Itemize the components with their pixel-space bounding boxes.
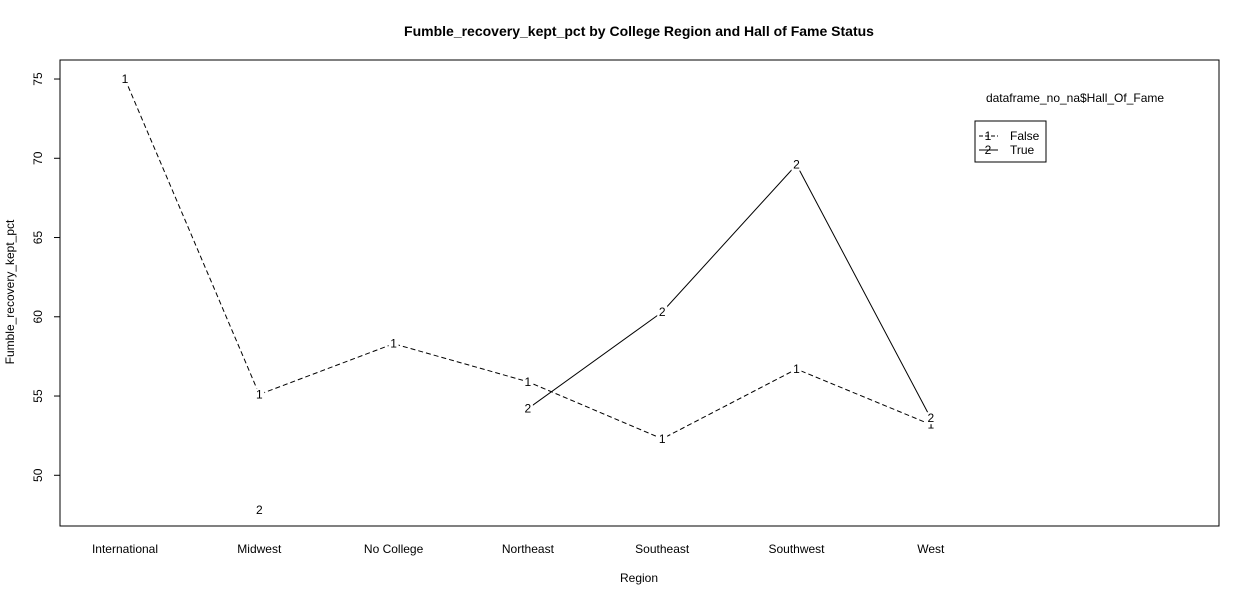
x-tick-label: No College xyxy=(364,542,424,556)
point-background xyxy=(657,432,668,445)
point-background xyxy=(657,306,668,319)
point-background xyxy=(388,337,399,350)
y-tick-label: 75 xyxy=(31,72,45,86)
y-tick-label: 70 xyxy=(31,151,45,165)
y-tick-label: 65 xyxy=(31,231,45,245)
data-point-false: 1 xyxy=(659,432,666,446)
x-axis-label: Region xyxy=(620,571,658,585)
point-background xyxy=(791,363,802,376)
data-point-false: 1 xyxy=(793,362,800,376)
point-background xyxy=(925,412,936,425)
legend-title: dataframe_no_na$Hall_Of_Fame xyxy=(986,91,1164,105)
x-tick-label: Northeast xyxy=(502,542,555,556)
point-background xyxy=(522,375,533,388)
legend: dataframe_no_na$Hall_Of_Fame 1 False 2 True xyxy=(974,91,1164,163)
point-background xyxy=(254,504,265,517)
x-tick-label: West xyxy=(917,542,945,556)
data-point-true: 2 xyxy=(525,402,532,416)
chart-title: Fumble_recovery_kept_pct by College Regi… xyxy=(404,23,874,39)
data-point-false: 1 xyxy=(525,375,532,389)
legend-entry-label: True xyxy=(1010,143,1035,157)
legend-box xyxy=(974,120,1047,163)
x-tick-label: International xyxy=(92,542,158,556)
series-line-true xyxy=(527,163,932,419)
x-tick-label: Southwest xyxy=(768,542,825,556)
point-background xyxy=(791,158,802,171)
y-tick-label: 55 xyxy=(31,389,45,403)
x-tick-label: Midwest xyxy=(237,542,282,556)
point-background xyxy=(925,418,936,431)
point-background xyxy=(120,73,130,86)
data-point-false: 1 xyxy=(256,387,263,401)
legend-entry-label: False xyxy=(1010,129,1040,143)
plot-frame xyxy=(59,59,1220,527)
data-point-false: 1 xyxy=(927,418,934,432)
y-tick-label: 60 xyxy=(31,310,45,324)
x-axis: International Midwest No College Northeast S… xyxy=(92,542,945,556)
x-tick-label: Southeast xyxy=(635,542,690,556)
point-background xyxy=(522,402,533,415)
point-background xyxy=(254,388,265,401)
data-point-true: 2 xyxy=(659,305,666,319)
y-axis-label: Fumble_recovery_kept_pct xyxy=(3,219,17,364)
y-axis: 50 55 60 65 70 75 xyxy=(31,72,60,482)
data-point-true: 2 xyxy=(256,503,263,517)
data-point-false: 1 xyxy=(122,72,129,86)
y-tick-label: 50 xyxy=(31,468,45,482)
data-point-true: 2 xyxy=(927,411,934,425)
data-point-false: 1 xyxy=(390,337,397,351)
legend-symbol: 2 xyxy=(985,143,992,157)
data-point-true: 2 xyxy=(793,158,800,172)
legend-symbol: 1 xyxy=(985,129,992,143)
